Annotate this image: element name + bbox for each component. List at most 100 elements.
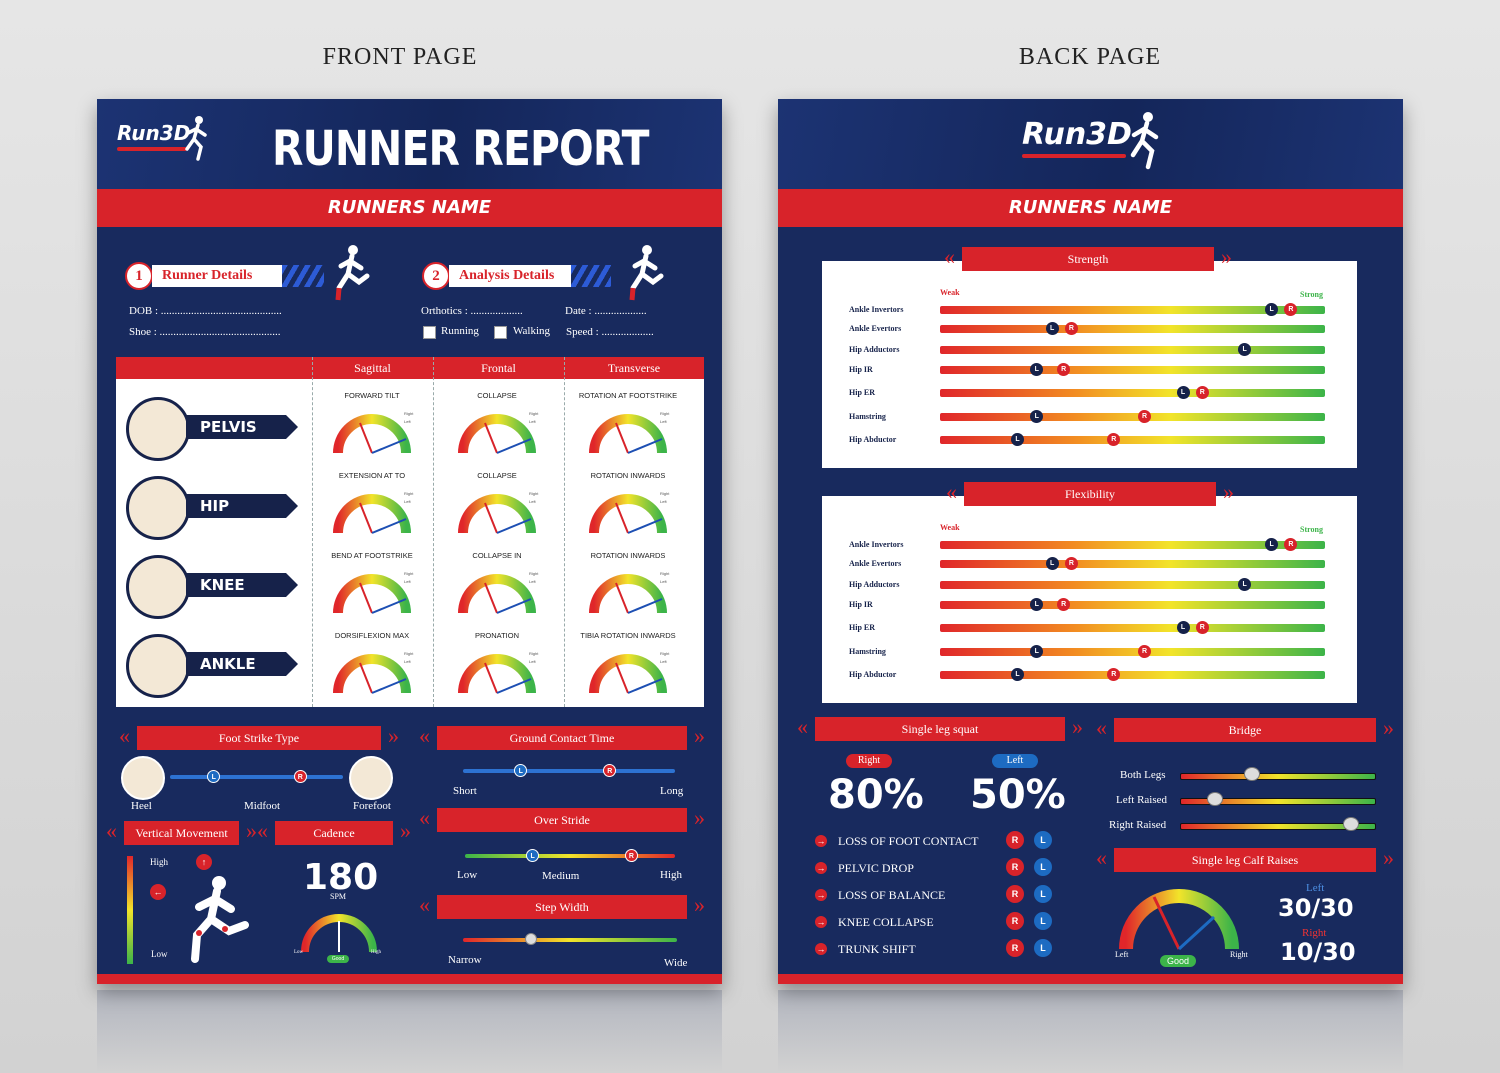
legend-left: Left [404, 579, 411, 584]
gauge-cell: EXTENSION AT TO Right Left [312, 467, 432, 547]
squat-item-left-toggle[interactable]: L [1034, 912, 1052, 930]
speed-field[interactable]: Speed : ................... [566, 326, 654, 338]
gauge-cell: COLLAPSE Right Left [437, 387, 557, 467]
squat-item-right-toggle[interactable]: R [1006, 912, 1024, 930]
cadence-good-badge: Good [327, 955, 349, 963]
joint-label: HIP [186, 494, 286, 518]
bar-track [940, 389, 1325, 397]
long-label: Long [660, 785, 684, 797]
bridge-title: Bridge [1096, 716, 1394, 742]
page-title: RUNNER REPORT [272, 121, 649, 177]
left-marker: L [1011, 433, 1024, 446]
gauge-cell: DORSIFLEXION MAX Right Left [312, 627, 432, 707]
arrow-right-icon: → [815, 835, 827, 847]
legend-left: Left [529, 659, 536, 664]
bar-track [940, 581, 1325, 589]
date-field[interactable]: Date : ................... [565, 305, 647, 317]
legend-left: Left [660, 579, 667, 584]
front-reflection [97, 990, 722, 1073]
step-width-knob[interactable] [525, 933, 538, 945]
joint-label: KNEE [186, 573, 286, 597]
joint-knee: KNEE [126, 555, 298, 619]
front-header [97, 99, 722, 189]
gauge-cell: ROTATION INWARDS Right Left [568, 547, 688, 627]
bar-track [940, 624, 1325, 632]
brand-logo-back: Run3D [1022, 117, 1132, 158]
runner-name-bar-back: RUNNERS NAME [778, 189, 1403, 227]
left-marker: L [1030, 645, 1044, 658]
bridge-knob[interactable] [1243, 767, 1260, 781]
legend-left: Left [404, 499, 411, 504]
squat-item-right-toggle[interactable]: R [1006, 885, 1024, 903]
short-label: Short [453, 785, 477, 797]
brand-logo: Run3D [117, 121, 190, 151]
gauge-dial [458, 574, 536, 614]
gauge-cell: BEND AT FOOTSTRIKE Right Left [312, 547, 432, 627]
squat-item-left-toggle[interactable]: L [1034, 858, 1052, 876]
gauge-title: BEND AT FOOTSTRIKE [331, 551, 413, 560]
bar-row-label: Hip Adductors [849, 345, 900, 354]
step-width-track [463, 938, 677, 942]
runner-details-label: Runner Details [152, 265, 282, 287]
squat-item-left-toggle[interactable]: L [1034, 831, 1052, 849]
gauge-dial [589, 414, 667, 454]
bridge-knob[interactable] [1342, 817, 1359, 831]
gauge-title: TIBIA ROTATION INWARDS [580, 631, 676, 640]
bridge-row-label: Left Raised [1116, 794, 1168, 806]
dob-field[interactable]: DOB : ..................................… [129, 305, 282, 317]
logo-text: Run3D [117, 121, 191, 145]
runner-figure-icon [335, 245, 370, 301]
analysis-details-stripes [571, 265, 611, 287]
calf-title: Single leg Calf Raises [1096, 846, 1394, 872]
squat-item-right-toggle[interactable]: R [1006, 939, 1024, 957]
pelvis-anatomy-icon [126, 397, 190, 461]
squat-item-left-toggle[interactable]: L [1034, 885, 1052, 903]
weak-label: Weak [940, 523, 960, 532]
bar-row-label: Ankle Invertors [849, 540, 904, 549]
gauge-title: PRONATION [474, 631, 520, 640]
column-divider [433, 357, 434, 707]
column-divider [564, 357, 565, 707]
arrow-right-icon: → [815, 916, 827, 928]
legend-right: Right [404, 411, 414, 416]
right-marker: R [1195, 386, 1209, 399]
right-marker: R [603, 764, 617, 777]
shoe-field[interactable]: Shoe : .................................… [129, 326, 281, 338]
left-marker: L [1238, 578, 1252, 591]
arrow-up-icon: ↑ [196, 854, 212, 870]
legend-left: Left [529, 499, 536, 504]
bridge-knob[interactable] [1206, 792, 1223, 806]
running-checkbox[interactable] [423, 326, 436, 339]
narrow-label: Narrow [448, 954, 482, 966]
heel-foot-icon [121, 756, 165, 800]
gauge-dial [333, 414, 411, 454]
squat-item-right-toggle[interactable]: R [1006, 831, 1024, 849]
gauge-dial [333, 654, 411, 694]
legend-left: Left [529, 419, 536, 424]
step-width-title: Step Width [419, 893, 705, 919]
right-marker: R [1138, 410, 1152, 423]
orthotics-field[interactable]: Orthotics : ................... [421, 305, 523, 317]
weak-label: Weak [940, 288, 960, 297]
calf-right-value: 10/30 [1280, 938, 1356, 966]
gauge-title: COLLAPSE IN [472, 551, 522, 560]
bridge-track [1180, 823, 1376, 830]
calf-right-label: Right [1302, 927, 1327, 939]
squat-left-badge: Left [992, 754, 1038, 768]
legend-right: Right [529, 651, 539, 656]
bar-track [940, 601, 1325, 609]
runner-details-stripes [282, 265, 324, 287]
left-marker: L [1045, 322, 1059, 335]
left-marker: L [1265, 538, 1279, 551]
vertical-scale [127, 856, 133, 964]
walking-checkbox[interactable] [494, 326, 507, 339]
squat-left-value: 50% [970, 772, 1066, 818]
squat-item-right-toggle[interactable]: R [1006, 858, 1024, 876]
legend-right: Right [404, 491, 414, 496]
bar-track [940, 648, 1325, 656]
table-header-transverse: Transverse [607, 361, 661, 375]
squat-item-left-toggle[interactable]: L [1034, 939, 1052, 957]
bar-row-label: Hip ER [849, 623, 876, 632]
bar-row-label: Hip Abductor [849, 670, 897, 679]
hip-anatomy-icon [126, 476, 190, 540]
